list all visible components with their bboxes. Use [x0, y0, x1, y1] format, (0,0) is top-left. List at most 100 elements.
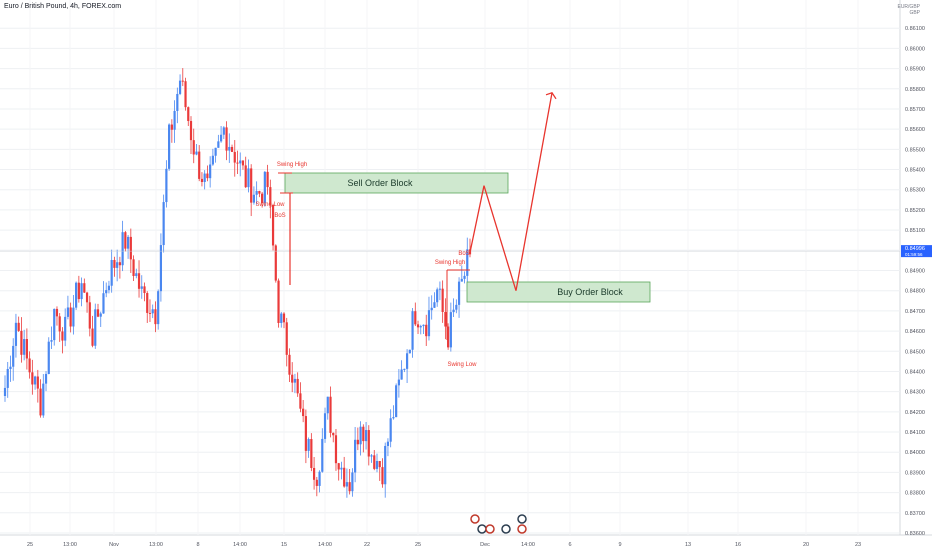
candle-body: [315, 479, 318, 486]
axis-currency: EUR/GBP GBP: [897, 4, 920, 16]
event-marker-icon: [485, 524, 495, 534]
candle-body: [219, 134, 223, 142]
candle-body: [271, 204, 275, 246]
candle-body: [373, 455, 376, 469]
candle-body: [274, 245, 277, 281]
last-price-value: 0.84996: [905, 246, 925, 252]
symbol-title: Euro / British Pound, 4h, FOREX.com: [4, 3, 122, 10]
candle-body: [9, 366, 12, 369]
candle-body: [233, 151, 236, 163]
event-marker-icon: [501, 524, 511, 534]
candle-body: [189, 121, 193, 141]
y-tick-label: 0.84700: [905, 309, 925, 315]
candle-body: [176, 93, 179, 111]
y-tick-label: 0.84900: [905, 269, 925, 275]
y-tick-label: 0.83800: [905, 491, 925, 497]
candle-body: [266, 171, 269, 188]
event-marker-icon: [517, 514, 527, 524]
candle-body: [293, 378, 297, 383]
candle-body: [195, 151, 198, 155]
candle-body: [310, 439, 313, 468]
candle-body: [50, 340, 53, 342]
candle-body: [244, 165, 247, 188]
candle-body: [332, 432, 335, 436]
candle-body: [14, 322, 18, 346]
x-tick-label: Dec: [480, 542, 490, 548]
x-tick-label: 13:00: [149, 542, 163, 548]
candle-body: [159, 245, 163, 292]
candle-body: [299, 393, 302, 409]
candle-body: [348, 482, 351, 492]
candle-body: [400, 369, 403, 380]
price-axis-bg: [900, 0, 932, 550]
y-tick-label: 0.85900: [905, 67, 925, 73]
candle-body: [173, 110, 176, 130]
candle-body: [217, 141, 220, 148]
candle-body: [425, 324, 428, 337]
y-tick-label: 0.83900: [905, 470, 925, 476]
candle-body: [6, 368, 9, 388]
candle-body: [422, 324, 425, 327]
y-tick-label: 0.86100: [905, 26, 925, 32]
axis-currency-top: EUR/GBP: [897, 4, 920, 10]
candle-body: [441, 288, 444, 312]
y-tick-label: 0.84100: [905, 430, 925, 436]
candle-body: [354, 439, 357, 473]
y-tick-label: 0.85800: [905, 87, 925, 93]
candle-body: [269, 187, 272, 205]
candle-body: [280, 313, 283, 323]
candle-body: [132, 259, 135, 276]
candle-body: [178, 80, 182, 94]
candle-body: [452, 309, 455, 313]
candle-body: [99, 313, 102, 317]
x-tick-label: 22: [364, 542, 370, 548]
candle-body: [80, 283, 83, 300]
candle-body: [129, 236, 132, 260]
candle-body: [296, 378, 299, 394]
candle-body: [209, 164, 212, 179]
candle-body: [285, 322, 288, 355]
candle-body: [304, 416, 307, 451]
candle-body: [96, 309, 100, 317]
candle-body: [20, 330, 23, 355]
candle-body: [370, 455, 373, 457]
candle-body: [329, 396, 332, 433]
swing-low-label-1: Swing Low: [255, 202, 285, 208]
candle-body: [181, 80, 184, 82]
candle-body: [250, 168, 253, 203]
candle-body: [192, 140, 195, 155]
candle-body: [359, 426, 362, 445]
candle-body: [116, 262, 119, 268]
candle-body: [340, 467, 343, 470]
x-tick-label: 13:00: [63, 542, 77, 548]
y-tick-label: 0.86000: [905, 46, 925, 52]
candle-body: [312, 467, 316, 480]
candle-body: [200, 178, 204, 183]
candle-body: [381, 467, 384, 485]
candle-body: [55, 308, 59, 317]
candle-body: [148, 312, 152, 314]
y-tick-label: 0.85200: [905, 208, 925, 214]
candle-body: [291, 374, 294, 383]
candle-body: [389, 418, 392, 442]
candle-body: [444, 311, 447, 327]
x-tick-label: 13: [685, 542, 691, 548]
candle-body: [334, 435, 338, 464]
candle-body: [143, 286, 146, 294]
candle-body: [102, 293, 105, 314]
candle-body: [345, 482, 349, 487]
sell-order-block-zone: [284, 172, 509, 194]
candle-body: [154, 309, 157, 325]
y-tick-label: 0.85700: [905, 107, 925, 113]
candle-body: [436, 289, 439, 303]
candle-body: [113, 260, 116, 268]
candle-body: [228, 146, 231, 151]
candle-body: [362, 426, 365, 442]
candle-body: [206, 173, 209, 179]
candle-body: [33, 376, 37, 385]
candle-body: [124, 232, 127, 249]
y-tick-label: 0.84000: [905, 450, 925, 456]
candle-body: [247, 168, 250, 188]
